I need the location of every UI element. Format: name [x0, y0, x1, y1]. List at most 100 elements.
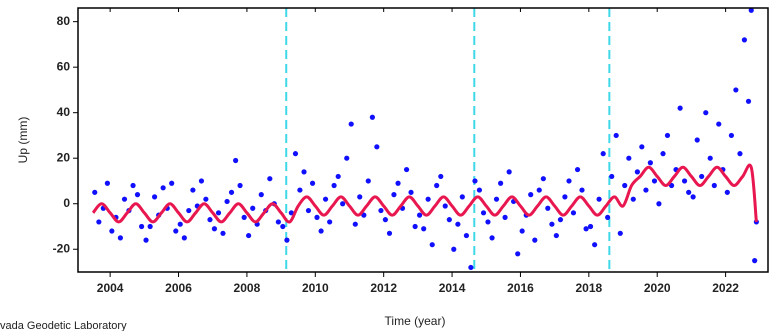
point: [109, 228, 115, 234]
point: [318, 228, 324, 234]
point: [647, 160, 653, 166]
point: [357, 194, 363, 200]
y-tick-label: -20: [53, 241, 71, 255]
point: [451, 246, 457, 252]
x-tick-label: 2006: [165, 281, 192, 295]
point: [455, 221, 461, 227]
point: [733, 87, 739, 93]
x-tick-label: 2004: [97, 281, 124, 295]
point: [716, 121, 722, 127]
point: [267, 176, 273, 182]
point: [224, 198, 230, 205]
point: [237, 182, 243, 189]
point: [617, 230, 623, 236]
point: [198, 178, 205, 184]
point: [622, 182, 628, 189]
footer: vada Geodetic Laboratory: [0, 320, 127, 331]
point: [566, 178, 572, 184]
point: [446, 217, 452, 223]
point: [190, 187, 196, 193]
point: [412, 223, 418, 230]
point: [301, 169, 307, 175]
point: [369, 114, 375, 120]
point: [309, 180, 316, 186]
point: [634, 169, 640, 175]
point: [498, 180, 504, 186]
point: [374, 144, 380, 150]
point: [699, 173, 705, 180]
point: [203, 196, 209, 202]
point: [130, 182, 136, 189]
y-axis-label: Up (mm): [16, 117, 30, 164]
x-tick-label: 2008: [234, 281, 261, 295]
point: [365, 178, 371, 184]
point: [143, 237, 149, 243]
point: [280, 223, 286, 230]
point: [92, 189, 98, 195]
point: [121, 196, 128, 202]
y-tick-label: 80: [57, 14, 71, 28]
point: [258, 192, 264, 198]
point: [421, 226, 427, 232]
point: [532, 237, 538, 243]
point: [583, 226, 589, 232]
point: [220, 230, 226, 236]
point: [425, 196, 431, 202]
point: [335, 173, 341, 180]
point: [639, 144, 645, 150]
point: [463, 232, 470, 239]
point: [694, 137, 700, 143]
point: [476, 187, 483, 193]
point: [536, 187, 542, 193]
point: [340, 201, 346, 207]
point: [292, 151, 299, 157]
point: [96, 219, 102, 225]
point: [327, 219, 333, 225]
point: [186, 207, 192, 214]
point: [386, 230, 393, 236]
point: [211, 226, 218, 232]
point: [138, 223, 145, 230]
point: [147, 223, 153, 230]
point: [656, 201, 662, 207]
y-tick-label: 40: [57, 105, 71, 119]
point: [434, 182, 440, 189]
point: [438, 173, 444, 180]
point: [609, 173, 615, 180]
point: [489, 235, 495, 241]
point: [630, 196, 636, 202]
point: [748, 7, 754, 13]
point: [553, 232, 559, 239]
point: [660, 151, 666, 157]
point: [605, 214, 611, 220]
point: [724, 189, 730, 195]
point: [395, 180, 401, 186]
point: [737, 151, 743, 157]
point: [284, 237, 290, 243]
point: [493, 196, 500, 202]
point: [151, 194, 158, 200]
point: [352, 221, 358, 227]
plot-frame: [77, 7, 769, 273]
point: [378, 207, 384, 214]
point: [297, 187, 303, 193]
point: [745, 98, 752, 104]
y-tick-label: 60: [57, 59, 71, 73]
x-tick-label: 2016: [507, 281, 534, 295]
point: [528, 192, 534, 198]
point: [305, 207, 312, 214]
x-tick-label: 2012: [370, 281, 397, 295]
point: [613, 132, 619, 139]
point: [707, 155, 713, 161]
point: [728, 132, 735, 139]
point: [250, 205, 256, 211]
point: [382, 217, 388, 223]
x-tick-label: 2018: [575, 281, 602, 295]
x-tick-label: 2022: [712, 281, 739, 295]
point: [562, 194, 568, 200]
point: [690, 194, 696, 200]
point: [207, 217, 213, 223]
point: [741, 37, 748, 43]
point: [651, 178, 658, 184]
point: [181, 235, 187, 241]
